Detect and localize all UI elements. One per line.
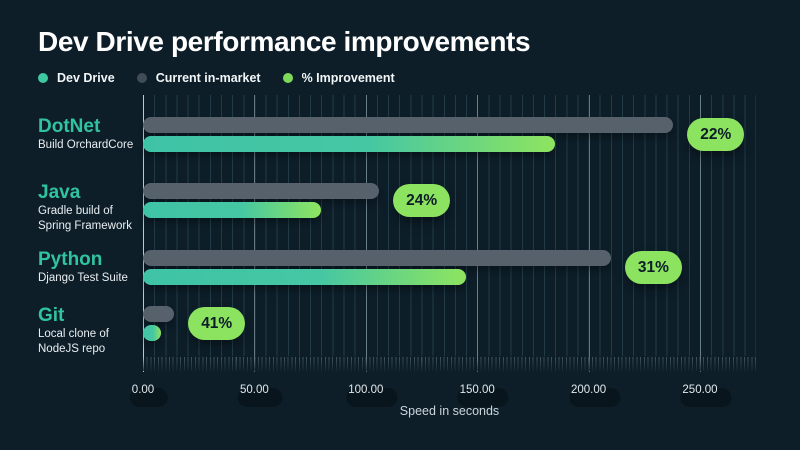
- row-label: DotNet Build OrchardCore: [38, 116, 148, 153]
- row-label: Java Gradle build of Spring Framework: [38, 182, 148, 234]
- row-category-label: Java: [38, 182, 81, 203]
- x-axis-title: Speed in seconds: [399, 404, 500, 418]
- x-axis-tick-label: 0.00: [131, 384, 155, 396]
- x-axis-tick-label: 200.00: [571, 384, 607, 396]
- improvement-badge: 31%: [624, 251, 682, 284]
- legend-item-dev-drive: Dev Drive: [38, 71, 115, 85]
- row-label: Git Local clone of NodeJS repo: [38, 305, 148, 357]
- x-axis-tick-label: 150.00: [459, 384, 495, 396]
- bar-dev-drive: [143, 269, 467, 285]
- legend-item-label: Dev Drive: [57, 71, 115, 85]
- improvement-badge: 22%: [687, 118, 745, 151]
- improvement-badge: 41%: [188, 307, 246, 340]
- bar-current-in-market: [143, 183, 380, 199]
- row-category-label: Python: [38, 249, 103, 270]
- row-description: Django Test Suite: [38, 272, 128, 284]
- legend-item-improvement: % Improvement: [282, 71, 395, 85]
- gridline-major: [477, 95, 479, 372]
- current-in-market-dot-icon: [136, 73, 147, 83]
- legend-item-current-in-market: Current in-market: [136, 71, 261, 85]
- legend-item-label: % Improvement: [301, 71, 395, 85]
- bar-dev-drive: [143, 136, 556, 152]
- chart-legend: Dev Drive Current in-market % Improvement: [38, 71, 395, 85]
- bar-current-in-market: [143, 117, 674, 133]
- gridline-major: [143, 95, 144, 372]
- bar-dev-drive: [143, 325, 161, 341]
- bar-current-in-market: [143, 250, 611, 266]
- bar-current-in-market: [143, 306, 175, 322]
- gridline-major: [700, 95, 701, 372]
- row-category-label: Git: [38, 305, 65, 326]
- row-description: Build OrchardCore: [38, 139, 134, 151]
- gridline-major: [254, 95, 256, 372]
- improvement-badge: 24%: [393, 184, 451, 217]
- x-axis-tick-label: 250.00: [682, 384, 718, 396]
- x-axis-tick-strip: [143, 357, 756, 371]
- page-title: Dev Drive performance improvements: [38, 26, 531, 57]
- row-description: Local clone of NodeJS repo: [38, 328, 109, 355]
- bar-dev-drive: [143, 202, 322, 218]
- x-axis-tick-label: 100.00: [348, 384, 384, 396]
- gridline-major: [365, 95, 367, 372]
- row-category-label: DotNet: [38, 116, 101, 137]
- x-axis-tick-label: 50.00: [240, 384, 269, 396]
- improvement-dot-icon: [282, 73, 293, 83]
- row-label: Python Django Test Suite: [38, 249, 148, 286]
- gridline-major: [588, 95, 590, 372]
- legend-item-label: Current in-market: [155, 71, 261, 85]
- row-description: Gradle build of Spring Framework: [38, 205, 132, 232]
- dev-drive-dot-icon: [38, 73, 48, 83]
